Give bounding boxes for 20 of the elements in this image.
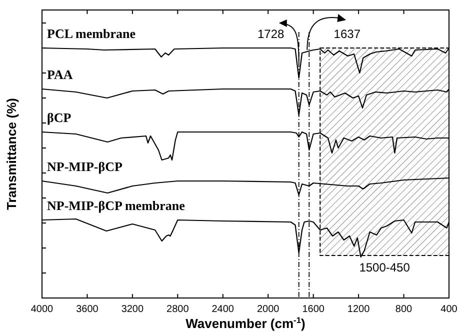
legend-label: NP-MIP-βCP (47, 159, 122, 174)
ref-line-label: 1637 (334, 27, 361, 41)
x-tick-label: 800 (395, 304, 413, 315)
y-axis-title: Transmittance (%) (4, 98, 19, 210)
x-tick-label: 2800 (166, 304, 190, 315)
series-label: PAA (47, 67, 74, 82)
x-tick-label: 1600 (302, 304, 325, 315)
x-tick-label: 2000 (256, 304, 280, 315)
legend-label: βCP (47, 110, 72, 125)
legend-label: PCL membrane (47, 26, 136, 41)
band-label: 1500-450 (359, 260, 410, 274)
x-tick-label: 3200 (121, 304, 144, 315)
x-tick-label: 1200 (347, 304, 370, 315)
x-tick-label: 400 (440, 304, 458, 315)
x-tick-label: 2400 (212, 304, 234, 315)
x-axis-title: Wavenumber (cm$^{-1}$) (186, 315, 306, 331)
x-tick-label: 3600 (76, 304, 99, 315)
x-tick-label: 4000 (30, 304, 54, 315)
legend-label: NP-MIP-βCP membrane (47, 198, 186, 213)
ref-line-label: 1728 (258, 27, 285, 41)
